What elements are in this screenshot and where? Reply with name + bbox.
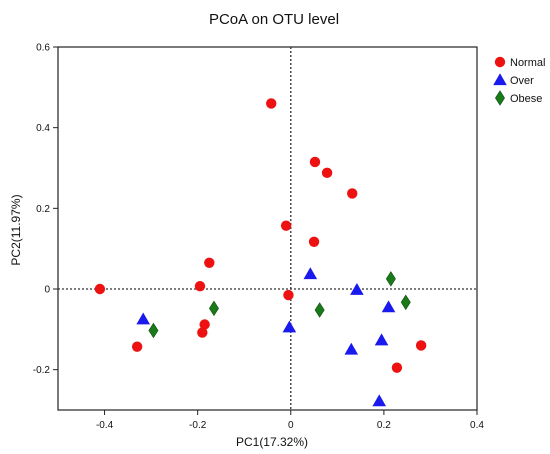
point-normal — [94, 283, 106, 295]
legend-marker-over — [493, 73, 507, 86]
point-normal — [347, 188, 358, 199]
legend-label-obese: Obese — [510, 93, 542, 105]
y-tick-label: 0 — [44, 285, 50, 296]
point-normal — [308, 236, 320, 248]
point-normal — [309, 156, 321, 168]
data-points — [94, 98, 427, 407]
y-tick-label: -0.2 — [33, 365, 51, 376]
legend-label-normal: Normal — [510, 57, 545, 69]
x-tick-label: 0.2 — [377, 420, 391, 431]
y-tick-label: 0.6 — [36, 43, 50, 54]
legend-marker-normal — [494, 56, 506, 68]
point-obese — [385, 271, 396, 287]
point-normal — [204, 257, 215, 268]
point-obese — [400, 294, 411, 311]
y-tick-label: 0.2 — [36, 204, 50, 215]
point-over — [282, 320, 297, 333]
point-obese — [209, 300, 219, 317]
x-tick-label: 0 — [288, 420, 294, 431]
point-normal — [197, 327, 208, 338]
legend-label-over: Over — [510, 75, 534, 87]
y-tick-label: 0.4 — [36, 123, 50, 134]
point-normal — [194, 280, 206, 292]
x-axis-title: PC1(17.32%) — [236, 435, 308, 449]
point-normal — [321, 167, 333, 179]
point-over — [303, 267, 318, 280]
plot-frame — [57, 46, 478, 411]
point-over — [381, 300, 396, 313]
plot-area: -0.4 -0.2 0 0.2 0.4 -0.2 0 0.2 0.4 0.6 — [33, 43, 485, 432]
point-normal — [131, 341, 143, 352]
point-normal — [280, 220, 292, 231]
point-over — [136, 312, 150, 325]
x-tick-label: -0.2 — [189, 420, 207, 431]
x-tick-label: -0.4 — [96, 420, 114, 431]
point-obese — [148, 322, 159, 339]
point-over — [374, 333, 389, 346]
y-axis-title: PC2(11.97%) — [9, 194, 23, 265]
point-normal — [391, 362, 403, 373]
point-normal — [266, 98, 277, 109]
x-tick-label: 0.4 — [470, 420, 484, 431]
chart-title: PCoA on OTU level — [209, 11, 339, 28]
point-normal — [415, 340, 427, 351]
legend-marker-obese — [495, 90, 505, 106]
point-normal — [283, 289, 294, 301]
point-over — [344, 342, 359, 355]
point-obese — [314, 302, 325, 318]
point-over — [350, 283, 364, 295]
legend: Normal Over Obese — [493, 56, 545, 106]
point-over — [372, 394, 387, 407]
point-normal — [199, 319, 210, 330]
